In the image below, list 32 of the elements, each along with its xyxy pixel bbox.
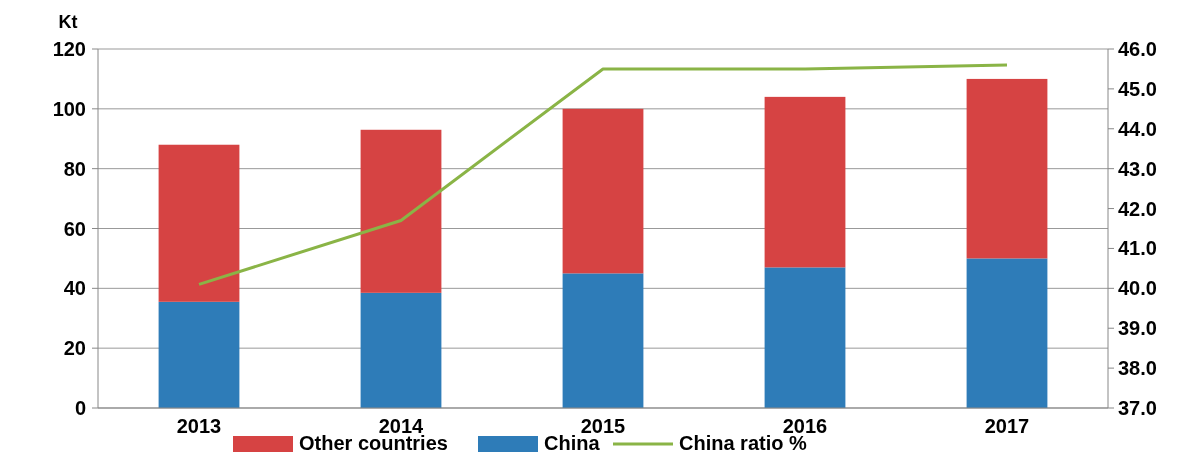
x-tick-label: 2017 — [984, 415, 1030, 437]
y2-tick-label: 45.0 — [1118, 77, 1157, 100]
bar — [360, 129, 442, 293]
bar — [360, 292, 442, 408]
y-tick-label: 80 — [63, 157, 86, 180]
y-tick-label: 60 — [63, 217, 86, 240]
y2-tick-label: 39.0 — [1118, 317, 1157, 340]
y-tick-label: 0 — [74, 397, 86, 419]
legend-label: Other countries — [299, 432, 448, 454]
y2-tick-label: 46.0 — [1118, 38, 1157, 60]
x-tick-label: 2013 — [176, 415, 222, 437]
bar — [158, 144, 240, 302]
y2-tick-label: 38.0 — [1118, 357, 1157, 380]
y-tick-label: 40 — [63, 277, 86, 300]
y2-tick-label: 44.0 — [1118, 117, 1157, 140]
bar — [764, 267, 846, 408]
bar — [764, 96, 846, 268]
y2-tick-label: 41.0 — [1118, 237, 1157, 260]
y-axis-title: Kt — [58, 12, 78, 32]
bar — [562, 108, 644, 274]
y2-tick-label: 42.0 — [1118, 197, 1157, 220]
y2-tick-label: 43.0 — [1118, 157, 1157, 180]
bar — [966, 78, 1048, 259]
bar — [966, 258, 1048, 408]
y2-tick-label: 40.0 — [1118, 277, 1157, 300]
y-tick-label: 20 — [63, 337, 86, 360]
bar — [562, 273, 644, 408]
line-series — [197, 63, 1009, 286]
bar — [158, 301, 240, 408]
y2-tick-label: 37.0 — [1118, 397, 1157, 419]
y-tick-label: 120 — [52, 38, 86, 60]
y-tick-label: 100 — [52, 97, 86, 120]
